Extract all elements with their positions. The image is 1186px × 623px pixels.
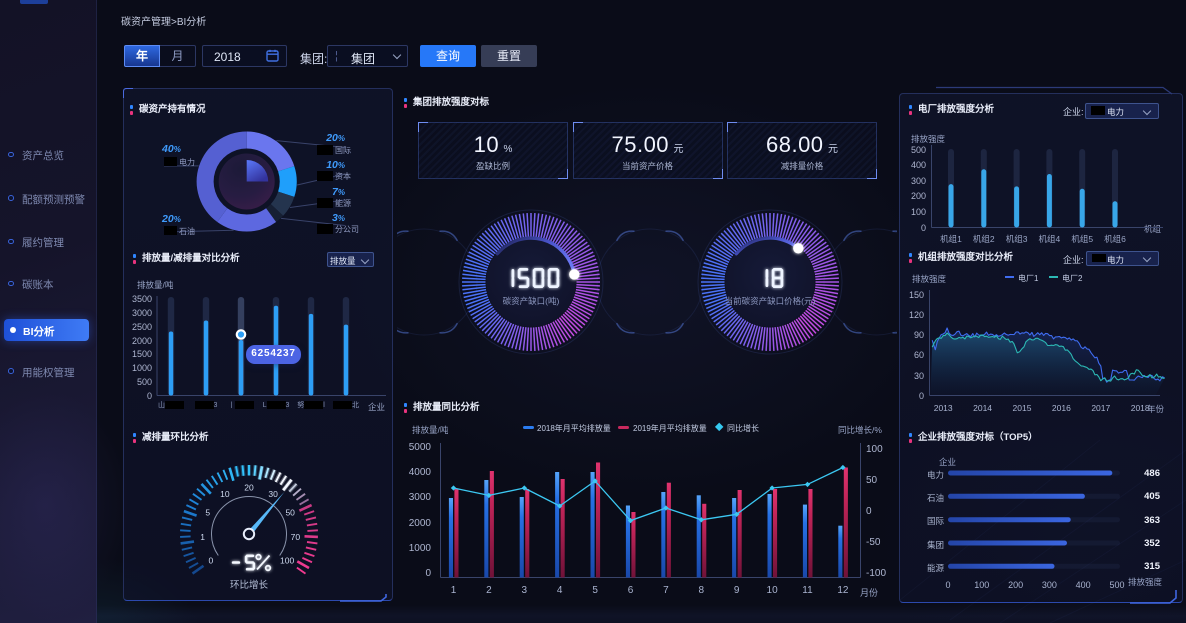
svg-text:当前碳资产缺口价格(元): 当前碳资产缺口价格(元) — [725, 296, 816, 306]
svg-text:1: 1 — [200, 532, 205, 542]
svg-text:30: 30 — [268, 489, 278, 499]
svg-text:0: 0 — [209, 556, 214, 566]
svg-text:10: 10 — [220, 489, 230, 499]
svg-text:碳资产缺口(吨): 碳资产缺口(吨) — [503, 296, 560, 306]
svg-text:20: 20 — [244, 483, 254, 493]
svg-text:70: 70 — [291, 532, 301, 542]
svg-text:100: 100 — [280, 556, 294, 566]
svg-text:50: 50 — [285, 508, 295, 518]
svg-text:5: 5 — [205, 508, 210, 518]
